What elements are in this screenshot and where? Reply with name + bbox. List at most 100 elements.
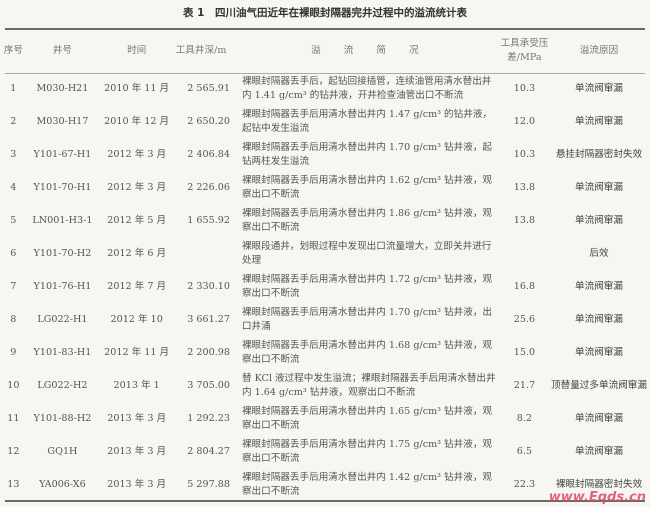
- table-title: 表 1 四川油气田近年在裸眼封隔器完井过程中的溢流统计表: [183, 7, 467, 19]
- table-row: 8 LG022-H1 2012 年 10 3 661.27 裸眼封隔器丢手后用清水替出井…: [3, 303, 647, 336]
- cell-desc: 替 KCl 液过程中发生溢流；裸眼封隔器丢手后用清水替出井内 1.64 g/cm…: [241, 372, 496, 398]
- cell-cause: 单流阀窜漏: [575, 214, 623, 226]
- cell-pressure: 16.8: [513, 280, 536, 292]
- cell-time: 2013 年 1: [113, 379, 160, 391]
- cell-cause: 单流阀窜漏: [575, 445, 623, 457]
- cell-cause: 单流阀窜漏: [575, 412, 623, 424]
- top-rule: [5, 28, 645, 30]
- cell-well: YA006-X6: [39, 478, 86, 490]
- header-row: 序号 井号 时间 工具井深/m 溢 流 简 况 工具承受压差/MPa 溢流原因: [3, 30, 647, 72]
- cell-cause: 单流阀窜漏: [575, 346, 623, 358]
- cell-time: 2013 年 3 月: [107, 478, 167, 490]
- cell-pressure: 6.5: [516, 445, 533, 457]
- bottom-rule: [5, 500, 645, 502]
- cell-no: 6: [10, 247, 17, 259]
- cell-depth: 2 226.06: [187, 181, 230, 193]
- cell-desc: 裸眼封隔器丢手后，起钻回接插管，连续油管用清水替出井内 1.41 g/cm³ 的…: [241, 75, 492, 101]
- table-row: 6 Y101-70-H2 2012 年 6 月 裸眼段通井，划眼过程中发现出口流量增大…: [3, 237, 647, 270]
- cell-pressure: 10.3: [513, 148, 536, 160]
- cell-well: Y101-83-H1: [33, 346, 92, 358]
- cell-time: 2013 年 3 月: [107, 412, 167, 424]
- header-depth: 工具井深/m: [175, 45, 227, 56]
- overflow-stats-table: 序号 井号 时间 工具井深/m 溢 流 简 况 工具承受压差/MPa 溢流原因 …: [3, 30, 647, 501]
- cell-cause: 单流阀窜漏: [575, 181, 623, 193]
- cell-depth: 2 804.27: [187, 445, 230, 457]
- cell-pressure: [498, 237, 551, 270]
- cell-no: 8: [10, 313, 17, 325]
- cell-depth: 1 655.92: [187, 214, 230, 226]
- table-row: 12 GQ1H 2013 年 3 月 2 804.27 裸眼封隔器丢手后用清水替出井内 …: [3, 435, 647, 468]
- cell-depth: 2 200.98: [187, 346, 230, 358]
- header-pressure: 工具承受压差/MPa: [500, 38, 549, 63]
- cell-time: 2012 年 7 月: [107, 280, 167, 292]
- cell-pressure: 12.0: [513, 115, 536, 127]
- cell-no: 13: [7, 478, 20, 490]
- table-row: 9 Y101-83-H1 2012 年 11 月 2 200.98 裸眼封隔器丢手后用清…: [3, 336, 647, 369]
- cell-desc: 裸眼封隔器丢手后用清水替出井内 1.65 g/cm³ 钻井液，观察出口不断流: [241, 405, 493, 431]
- cell-depth: 2 330.10: [187, 280, 230, 292]
- cell-desc: 裸眼封隔器丢手后用清水替出井内 1.72 g/cm³ 钻井液，观察出口不断流: [241, 273, 493, 299]
- cell-no: 11: [7, 412, 20, 424]
- cell-well: Y101-76-H1: [33, 280, 92, 292]
- cell-well: Y101-70-H1: [33, 181, 92, 193]
- cell-depth: 3 661.27: [187, 313, 230, 325]
- cell-well: GQ1H: [47, 445, 78, 457]
- cell-depth: 5 297.88: [187, 478, 230, 490]
- header-no: 序号: [3, 45, 23, 56]
- cell-desc: 裸眼封隔器丢手后用清水替出井内 1.70 g/cm³ 钻井液，起钻两柱发生溢流: [241, 141, 493, 167]
- cell-time: 2012 年 5 月: [107, 214, 167, 226]
- table-row: 4 Y101-70-H1 2012 年 3 月 2 226.06 裸眼封隔器丢手后用清水…: [3, 171, 647, 204]
- header-time: 时间: [127, 45, 147, 56]
- cell-no: 10: [7, 379, 20, 391]
- header-cause: 溢流原因: [579, 45, 619, 56]
- cell-time: 2012 年 6 月: [107, 247, 167, 259]
- cell-no: 1: [10, 82, 17, 94]
- cell-pressure: 25.6: [513, 313, 536, 325]
- cell-no: 12: [7, 445, 20, 457]
- cell-depth: 2 650.20: [187, 115, 230, 127]
- watermark-logo: www.Eqds.cn: [548, 490, 646, 505]
- table-row: 13 YA006-X6 2013 年 3 月 5 297.88 裸眼封隔器丢手后用清水替…: [3, 468, 647, 501]
- cell-cause: 裸眼封隔器密封失效: [555, 478, 643, 490]
- cell-depth: [172, 237, 234, 270]
- table-row: 2 M030-H17 2010 年 12 月 2 650.20 裸眼封隔器丢手后用清水替…: [3, 105, 647, 138]
- cell-cause: 悬挂封隔器密封失效: [555, 148, 643, 160]
- cell-pressure: 8.2: [516, 412, 533, 424]
- cell-time: 2010 年 11 月: [104, 82, 170, 94]
- cell-pressure: 21.7: [513, 379, 536, 391]
- cell-desc: 裸眼段通井，划眼过程中发现出口流量增大，立即关井进行处理: [241, 240, 492, 266]
- table-row: 5 LN001-H3-1 2012 年 5 月 1 655.92 裸眼封隔器丢手后用清水…: [3, 204, 647, 237]
- cell-desc: 裸眼封隔器丢手后用清水替出井内 1.47 g/cm³ 的钻井液，起钻中发生溢流: [241, 108, 493, 134]
- cell-no: 2: [10, 115, 17, 127]
- header-well: 井号: [52, 45, 73, 56]
- cell-desc: 裸眼封隔器丢手后用清水替出井内 1.42 g/cm³ 钻井液，观察出口不断流: [241, 471, 493, 497]
- cell-desc: 裸眼封隔器丢手后用清水替出井内 1.70 g/cm³ 钻井液，出口井涌: [241, 306, 493, 332]
- header-rule: [5, 73, 645, 74]
- cell-cause: 单流阀窜漏: [575, 313, 623, 325]
- cell-no: 9: [10, 346, 17, 358]
- cell-time: 2012 年 11 月: [104, 346, 170, 358]
- cell-time: 2012 年 3 月: [107, 148, 167, 160]
- cell-depth: 2 406.84: [187, 148, 230, 160]
- cell-well: M030-H21: [36, 82, 89, 94]
- table-row: 1 M030-H21 2010 年 11 月 2 565.91 裸眼封隔器丢手后，起钻回…: [3, 72, 647, 105]
- cell-cause: 单流阀窜漏: [575, 82, 623, 94]
- cell-cause: 单流阀窜漏: [575, 115, 623, 127]
- cell-well: LG022-H2: [37, 379, 88, 391]
- table-row: 7 Y101-76-H1 2012 年 7 月 2 330.10 裸眼封隔器丢手后用清水…: [3, 270, 647, 303]
- cell-no: 3: [10, 148, 17, 160]
- table-row: 11 Y101-88-H2 2013 年 3 月 1 292.23 裸眼封隔器丢手后用清…: [3, 402, 647, 435]
- cell-cause: 单流阀窜漏: [575, 280, 623, 292]
- cell-time: 2010 年 12 月: [104, 115, 170, 127]
- cell-pressure: 13.8: [513, 214, 536, 226]
- cell-well: M030-H17: [36, 115, 89, 127]
- cell-well: Y101-67-H1: [33, 148, 92, 160]
- cell-desc: 裸眼封隔器丢手后用清水替出井内 1.68 g/cm³ 钻井液，观察出口不断流: [241, 339, 493, 365]
- header-desc: 溢 流 简 况: [311, 45, 429, 56]
- cell-well: Y101-88-H2: [33, 412, 92, 424]
- table-row: 10 LG022-H2 2013 年 1 3 705.00 替 KCl 液过程中发生溢流…: [3, 369, 647, 402]
- cell-desc: 裸眼封隔器丢手后用清水替出井内 1.75 g/cm³ 钻井液，观察出口不断流: [241, 438, 493, 464]
- cell-pressure: 13.8: [513, 181, 536, 193]
- cell-depth: 1 292.23: [187, 412, 230, 424]
- cell-no: 7: [10, 280, 17, 292]
